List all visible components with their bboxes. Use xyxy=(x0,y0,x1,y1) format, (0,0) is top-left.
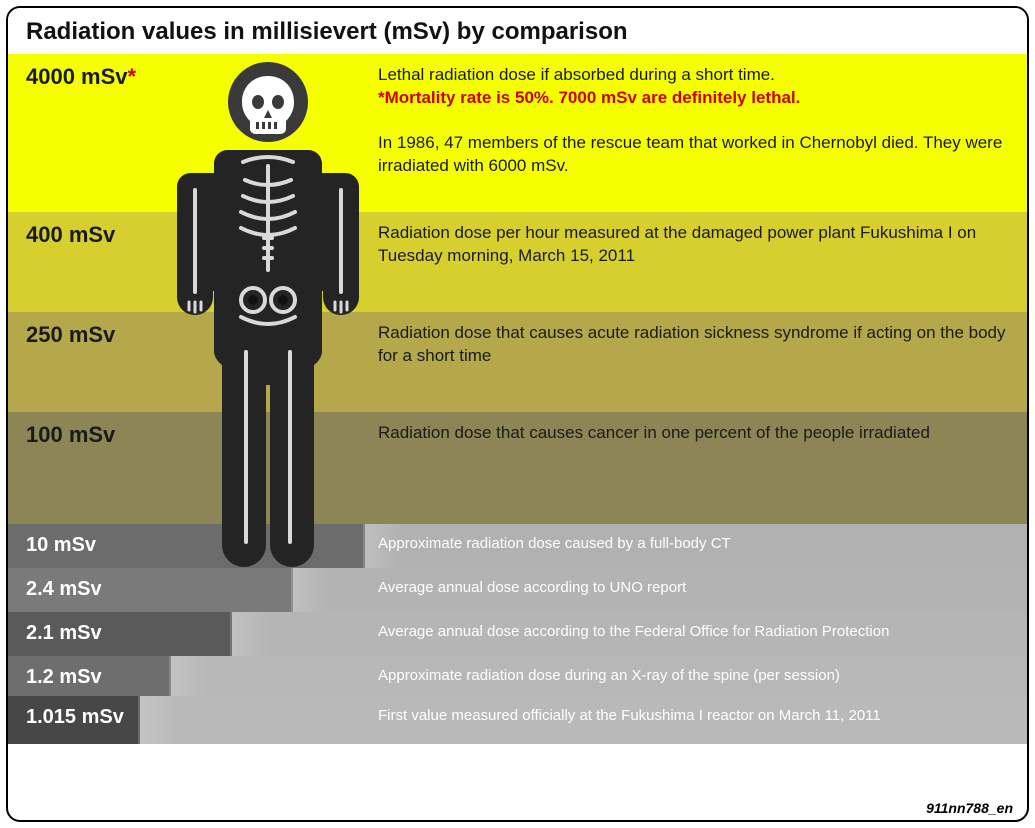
dose-description-text: Average annual dose according to UNO rep… xyxy=(378,579,686,596)
dose-description-text: First value measured officially at the F… xyxy=(378,707,881,724)
dose-value: 1.015 mSv xyxy=(8,696,138,729)
bar-cap xyxy=(138,696,178,744)
dose-description: First value measured officially at the F… xyxy=(368,696,1027,726)
dose-description: Lethal radiation dose if absorbed during… xyxy=(368,54,1027,178)
dose-description: Average annual dose according to the Fed… xyxy=(368,612,1027,642)
dose-value: 1.2 mSv xyxy=(8,656,128,689)
radiation-row: 250 mSv Radiation dose that causes acute … xyxy=(8,312,1027,412)
dose-value-text: 2.4 mSv xyxy=(26,578,102,600)
dose-description-text: Radiation dose that causes acute radiati… xyxy=(378,323,1005,365)
dose-description-text: Approximate radiation dose during an X-r… xyxy=(378,667,840,684)
dose-value: 2.4 mSv xyxy=(8,568,128,601)
mortality-note: *Mortality rate is 50%. 7000 mSv are def… xyxy=(378,88,800,107)
dose-extra-note: In 1986, 47 members of the rescue team t… xyxy=(378,132,1007,178)
dose-value: 2.1 mSv xyxy=(8,612,128,645)
bar-cap xyxy=(230,612,270,656)
image-credit: 911nn788_en xyxy=(926,800,1013,816)
dose-value-text: 2.1 mSv xyxy=(26,622,102,644)
radiation-row: 1.015 mSv First value measured officially… xyxy=(8,696,1027,744)
page-title: Radiation values in millisievert (mSv) b… xyxy=(8,8,1027,54)
dose-description: Radiation dose that causes cancer in one… xyxy=(368,412,1027,445)
dose-description: Approximate radiation dose caused by a f… xyxy=(368,524,1027,554)
dose-description-text: Radiation dose per hour measured at the … xyxy=(378,223,976,265)
radiation-row: 10 mSv Approximate radiation dose caused … xyxy=(8,524,1027,568)
infographic-frame: Radiation values in millisievert (mSv) b… xyxy=(6,6,1029,822)
dose-description: Radiation dose per hour measured at the … xyxy=(368,212,1027,268)
dose-description: Average annual dose according to UNO rep… xyxy=(368,568,1027,598)
dose-description-text: Radiation dose that causes cancer in one… xyxy=(378,423,930,442)
dose-value: 4000 mSv* xyxy=(8,54,368,90)
dose-value-text: 4000 mSv xyxy=(26,64,128,89)
dose-value-text: 1.2 mSv xyxy=(26,666,102,688)
dose-description-text: Average annual dose according to the Fed… xyxy=(378,623,889,640)
dose-description: Radiation dose that causes acute radiati… xyxy=(368,312,1027,368)
radiation-rows: 4000 mSv* Lethal radiation dose if absorb… xyxy=(8,54,1027,820)
dose-value-text: 400 mSv xyxy=(26,222,115,247)
dose-description-text: Lethal radiation dose if absorbed during… xyxy=(378,65,775,84)
dose-value: 100 mSv xyxy=(8,412,368,448)
radiation-row: 2.4 mSv Average annual dose according to … xyxy=(8,568,1027,612)
bar-cap xyxy=(169,656,209,696)
radiation-row: 100 mSv Radiation dose that causes cancer… xyxy=(8,412,1027,524)
dose-description: Approximate radiation dose during an X-r… xyxy=(368,656,1027,686)
dose-value-text: 1.015 mSv xyxy=(26,706,124,728)
dose-value-text: 10 mSv xyxy=(26,534,96,556)
radiation-row: 2.1 mSv Average annual dose according to … xyxy=(8,612,1027,656)
dose-value-text: 250 mSv xyxy=(26,322,115,347)
dose-description-text: Approximate radiation dose caused by a f… xyxy=(378,535,731,552)
dose-value: 400 mSv xyxy=(8,212,368,248)
dose-value: 250 mSv xyxy=(8,312,368,348)
bar-cap xyxy=(291,568,331,612)
radiation-row: 4000 mSv* Lethal radiation dose if absorb… xyxy=(8,54,1027,212)
radiation-row: 400 mSv Radiation dose per hour measured … xyxy=(8,212,1027,312)
dose-value: 10 mSv xyxy=(8,524,128,557)
asterisk-icon: * xyxy=(128,64,137,89)
dose-value-text: 100 mSv xyxy=(26,422,115,447)
radiation-row: 1.2 mSv Approximate radiation dose during… xyxy=(8,656,1027,696)
